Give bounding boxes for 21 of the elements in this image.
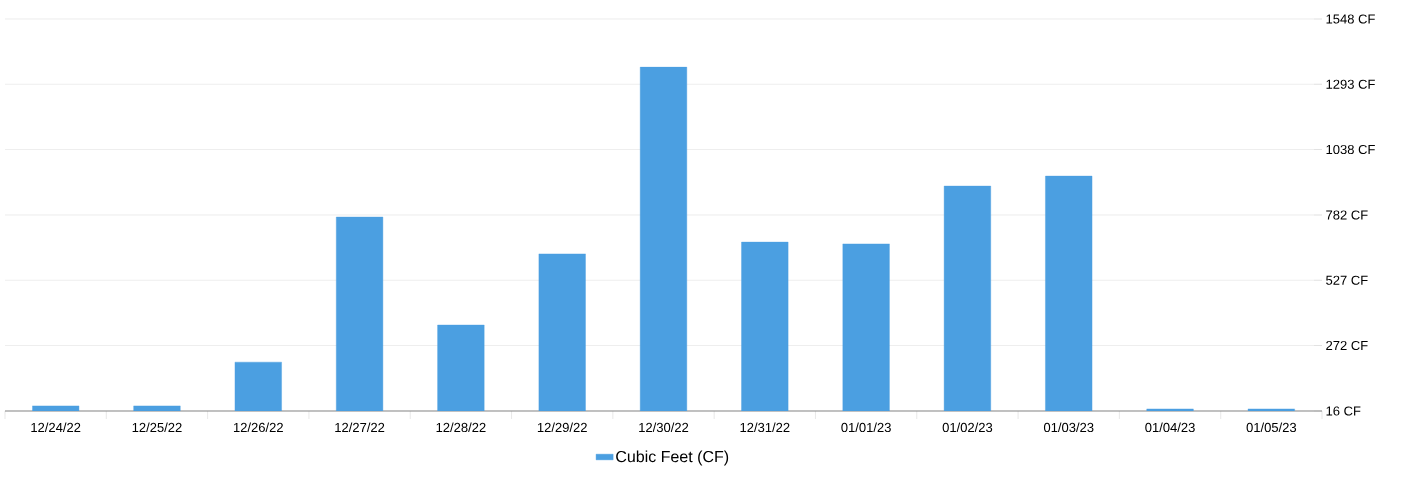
x-tick-label: 12/29/22 (537, 422, 587, 433)
x-tick-label: 01/03/23 (1043, 422, 1094, 433)
y-tick-label: 527 CF (1326, 275, 1368, 285)
x-tick-label: 12/28/22 (436, 422, 486, 433)
x-tick-label: 12/25/22 (132, 422, 182, 433)
legend-label: Cubic Feet (CF) (616, 450, 729, 466)
x-tick-label: 12/26/22 (233, 422, 283, 433)
x-tick-label: 01/02/23 (942, 422, 993, 433)
y-tick-label: 1548 CF (1326, 14, 1375, 24)
x-tick-label: 12/31/22 (740, 422, 790, 433)
y-tick-label: 1293 CF (1326, 79, 1375, 89)
y-tick-label: 1038 CF (1326, 144, 1375, 155)
x-tick-label: 01/05/23 (1246, 422, 1297, 433)
y-tick-label: 782 CF (1326, 210, 1368, 220)
x-tick-label: 12/24/22 (31, 422, 81, 433)
x-tick-label: 12/30/22 (639, 422, 689, 433)
y-tick-label: 16 CF (1326, 406, 1361, 416)
x-tick-label: 01/04/23 (1145, 422, 1195, 433)
y-tick-label: 272 CF (1326, 340, 1368, 351)
x-tick-label: 01/01/23 (841, 422, 891, 433)
x-tick-label: 12/27/22 (335, 422, 385, 433)
